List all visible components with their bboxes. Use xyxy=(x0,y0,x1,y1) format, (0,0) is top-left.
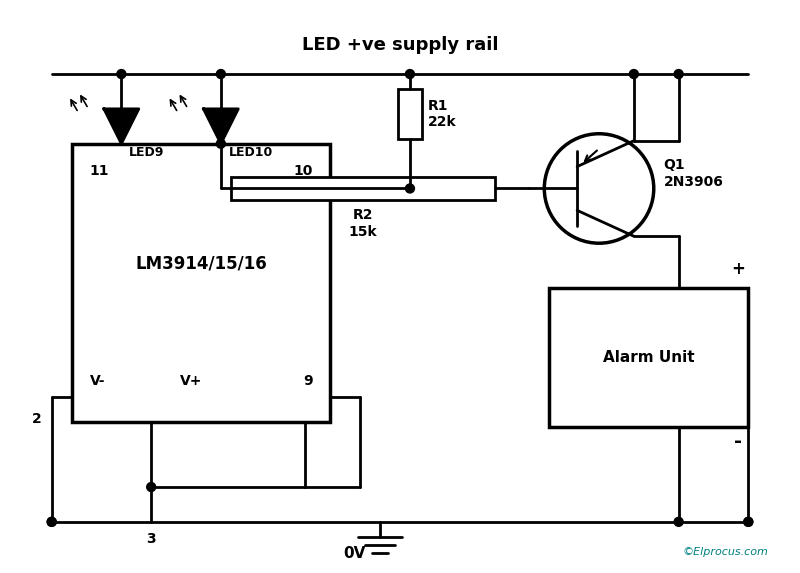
Text: V+: V+ xyxy=(180,374,202,387)
Text: 11: 11 xyxy=(90,164,109,178)
Bar xyxy=(550,288,748,427)
Text: 3: 3 xyxy=(146,532,156,546)
Text: 2: 2 xyxy=(32,413,42,426)
Text: V-: V- xyxy=(90,374,105,387)
Text: 0V: 0V xyxy=(342,546,365,561)
Text: +: + xyxy=(731,260,746,278)
Text: ©Elprocus.com: ©Elprocus.com xyxy=(682,547,768,557)
Circle shape xyxy=(630,69,638,79)
Text: 10: 10 xyxy=(293,164,313,178)
Text: LED10: LED10 xyxy=(229,146,273,159)
Text: LED +ve supply rail: LED +ve supply rail xyxy=(302,36,498,54)
Circle shape xyxy=(47,517,56,527)
Text: Q1
2N3906: Q1 2N3906 xyxy=(664,159,723,189)
Bar xyxy=(398,89,422,139)
Text: LED9: LED9 xyxy=(130,146,165,159)
Circle shape xyxy=(117,69,126,79)
Circle shape xyxy=(674,69,683,79)
Text: 9: 9 xyxy=(303,374,313,387)
Circle shape xyxy=(674,517,683,527)
Circle shape xyxy=(744,517,753,527)
Circle shape xyxy=(47,517,56,527)
Text: -: - xyxy=(734,432,742,452)
Bar xyxy=(231,176,494,201)
Circle shape xyxy=(216,139,226,148)
Text: Alarm Unit: Alarm Unit xyxy=(603,350,694,365)
Bar xyxy=(71,144,330,422)
Text: R1
22k: R1 22k xyxy=(428,99,457,129)
Polygon shape xyxy=(203,109,238,144)
Circle shape xyxy=(216,69,226,79)
Text: LM3914/15/16: LM3914/15/16 xyxy=(135,254,267,272)
Circle shape xyxy=(406,184,414,193)
Circle shape xyxy=(146,482,156,492)
Circle shape xyxy=(406,69,414,79)
Polygon shape xyxy=(104,109,138,144)
Text: R2
15k: R2 15k xyxy=(348,209,377,238)
Circle shape xyxy=(744,517,753,527)
